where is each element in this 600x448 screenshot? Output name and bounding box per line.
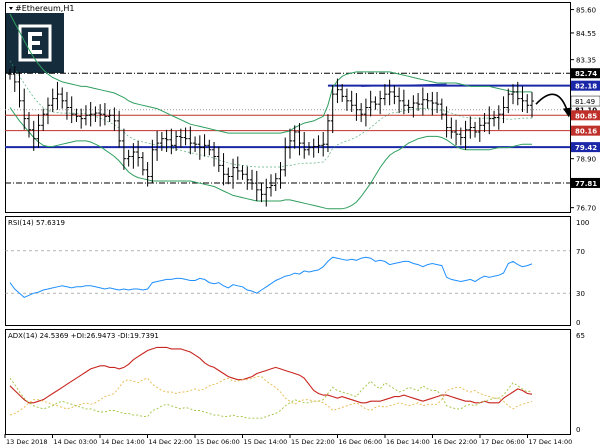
bollinger-upper-line (9, 13, 532, 134)
rsi-axis-label-0: 100 (576, 219, 589, 227)
adx-panel-frame (5, 329, 571, 435)
price-axis-tick-label-2: 83.35 (576, 57, 596, 65)
rsi-label: RSI(14) 57.6319 (8, 219, 65, 227)
time-tick-label-6: 15 Dec 22:00 (291, 438, 335, 446)
level-badge-label-5: 79.42 (575, 144, 597, 152)
time-tick-label-7: 16 Dec 06:00 (339, 438, 383, 446)
level-badge-4 (571, 125, 600, 136)
rsi-line (9, 256, 533, 298)
level-line-1-drawn (361, 83, 447, 87)
price-axis-tick-label-6: 78.90 (576, 156, 596, 164)
level-badge-6 (571, 177, 600, 188)
price-axis-tick-label-1: 84.55 (576, 30, 596, 38)
rsi-panel-frame (5, 216, 571, 326)
rsi-axis-label-1: 70 (576, 248, 585, 256)
adx-label: ADX(14) 24.5369 +DI:26.9473 -DI:19.7391 (8, 332, 159, 340)
level-badge-label-0: 82.74 (575, 70, 597, 78)
window-title: #Ethereum,H1 (15, 4, 74, 13)
level-badge-3 (571, 110, 600, 121)
level-badge-label-4: 80.16 (575, 128, 597, 136)
level-badge-2 (571, 104, 600, 115)
brand-logo-e (6, 13, 64, 73)
time-tick-label-3: 14 Dec 22:00 (149, 438, 193, 446)
di-minus-line (9, 376, 533, 416)
adx-line (9, 346, 533, 404)
adx-axis-label-1: 0 (576, 426, 580, 434)
logo-letter-e (28, 32, 42, 54)
level-badge-label-3: 80.85 (575, 112, 597, 120)
price-panel-frame (5, 2, 571, 213)
price-panel: 85.6084.5583.3582.3081.1580.1078.9077.85… (5, 7, 600, 213)
level-badge-1 (571, 80, 600, 91)
bollinger-middle-line (9, 60, 532, 168)
level-badge-5 (571, 142, 600, 153)
price-axis-tick-label-8: 76.70 (576, 205, 596, 213)
time-tick-label-5: 15 Dec 14:00 (244, 438, 288, 446)
adx-panel: ADX(14) 24.5369 +DI:26.9473 -DI:19.7391 … (8, 332, 585, 434)
level-badge-label-1: 82.18 (575, 83, 597, 91)
time-tick-label-0: 13 Dec 2018 (6, 438, 48, 446)
time-axis: 13 Dec 2018 14 Dec 03:00 14 Dec 14:00 14 De… (4, 434, 573, 446)
current-price-label: 81.49 (575, 98, 595, 106)
time-tick-label-2: 14 Dec 14:00 (101, 438, 145, 446)
adx-axis-label-0: 65 (576, 332, 585, 340)
level-badge-0 (571, 68, 600, 79)
bollinger-lower-line (9, 107, 532, 210)
time-tick-label-8: 16 Dec 14:00 (386, 438, 430, 446)
price-axis-tick-label-0: 85.60 (576, 7, 596, 15)
forecast-arrow-head (563, 107, 572, 118)
rsi-axis-label-3: 0 (576, 319, 580, 327)
rsi-panel: RSI(14) 57.6319 100 70 30 0 (5, 219, 589, 327)
time-tick-label-10: 17 Dec 06:00 (481, 438, 525, 446)
time-tick-label-4: 15 Dec 06:00 (196, 438, 240, 446)
time-tick-label-1: 14 Dec 03:00 (54, 438, 98, 446)
current-price-badge (570, 95, 600, 107)
title-dropdown-icon[interactable] (9, 7, 13, 10)
di-plus-line (9, 377, 533, 419)
time-tick-label-9: 16 Dec 22:00 (434, 438, 478, 446)
level-badge-label-6: 77.81 (575, 180, 597, 188)
rsi-axis-label-2: 30 (576, 290, 585, 298)
time-tick-label-11: 17 Dec 14:00 (529, 438, 573, 446)
